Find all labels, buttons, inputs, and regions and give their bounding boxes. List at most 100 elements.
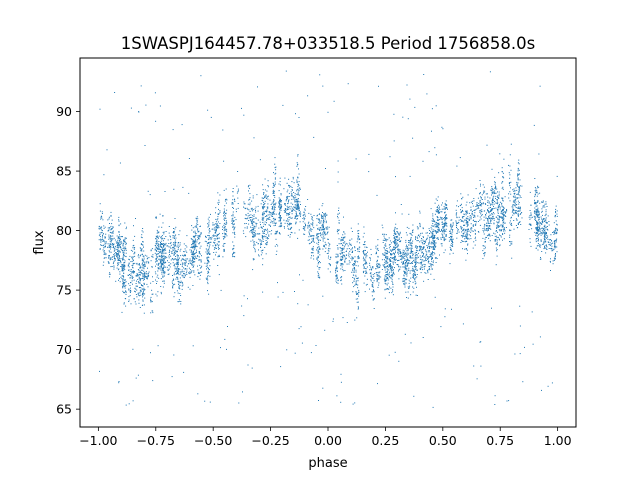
data-point	[385, 263, 387, 265]
data-point	[517, 177, 519, 179]
data-point	[446, 225, 448, 227]
data-point	[134, 251, 136, 253]
data-point	[372, 298, 374, 300]
data-point	[117, 239, 119, 241]
data-point	[336, 265, 337, 267]
data-point	[292, 178, 294, 180]
data-point	[223, 208, 225, 210]
data-point	[279, 184, 281, 186]
data-point	[223, 215, 224, 217]
data-point	[186, 265, 188, 267]
data-point	[160, 244, 162, 246]
data-point	[273, 184, 275, 186]
data-point	[125, 298, 127, 300]
data-point	[119, 244, 121, 246]
data-point	[389, 246, 391, 248]
data-point	[177, 277, 179, 279]
data-point	[303, 228, 305, 230]
data-point	[554, 254, 556, 256]
data-point	[480, 198, 482, 200]
data-point	[130, 249, 132, 251]
data-point	[123, 292, 125, 294]
data-point	[554, 216, 556, 218]
data-point	[542, 205, 544, 207]
data-point	[225, 221, 227, 223]
data-point	[111, 239, 113, 241]
data-point	[335, 253, 337, 255]
data-point	[170, 242, 172, 244]
data-point	[176, 266, 178, 268]
data-point	[164, 271, 166, 273]
data-point	[105, 233, 107, 235]
data-point	[213, 224, 215, 226]
data-point	[439, 212, 440, 213]
data-point	[423, 253, 425, 254]
data-point	[249, 197, 251, 199]
data-point	[155, 258, 157, 260]
data-point	[186, 268, 188, 270]
data-point	[480, 196, 482, 198]
data-point	[410, 244, 412, 246]
data-point	[363, 243, 365, 245]
data-point	[444, 222, 446, 224]
data-point	[209, 235, 210, 237]
data-point	[484, 245, 486, 247]
data-point	[142, 267, 144, 269]
data-point	[514, 195, 516, 197]
data-point	[386, 271, 388, 272]
data-point	[252, 235, 254, 237]
data-point	[109, 244, 111, 245]
data-point	[168, 269, 169, 271]
data-point	[261, 236, 263, 238]
data-point	[262, 204, 264, 206]
data-point	[262, 198, 264, 199]
data-point	[444, 219, 446, 221]
data-point	[116, 256, 118, 258]
data-point	[261, 235, 263, 237]
data-point	[504, 196, 506, 198]
data-point	[128, 301, 130, 302]
data-point	[99, 248, 101, 250]
data-point	[311, 241, 313, 243]
data-point	[254, 208, 256, 210]
data-point	[402, 266, 404, 268]
data-point	[141, 234, 143, 236]
data-point	[173, 274, 175, 276]
data-point	[340, 265, 342, 267]
data-point	[128, 263, 130, 265]
data-point	[541, 251, 543, 252]
data-point	[354, 284, 356, 286]
data-point	[125, 252, 127, 254]
data-point	[400, 266, 402, 268]
data-point	[362, 250, 364, 252]
data-point	[185, 264, 187, 266]
data-point	[357, 280, 359, 282]
data-point	[436, 216, 438, 218]
data-point	[260, 250, 262, 252]
data-point	[365, 253, 367, 255]
data-point	[99, 203, 101, 205]
data-point	[349, 261, 351, 263]
data-point	[275, 232, 277, 234]
data-point	[354, 271, 355, 273]
data-point	[237, 188, 239, 190]
data-point	[443, 224, 445, 226]
data-point	[412, 286, 414, 288]
data-point	[535, 227, 537, 229]
data-point	[437, 231, 439, 233]
data-point	[486, 222, 488, 224]
data-point	[141, 249, 142, 251]
data-point	[109, 273, 111, 275]
data-point	[294, 193, 296, 195]
data-point	[343, 231, 345, 233]
data-point	[265, 196, 267, 198]
data-point	[392, 283, 394, 285]
data-point	[530, 224, 532, 226]
data-point	[184, 263, 186, 265]
data-point	[425, 240, 427, 242]
data-point	[501, 167, 503, 169]
data-point	[513, 193, 515, 195]
data-point	[370, 279, 372, 281]
data-point	[237, 207, 239, 209]
data-point	[443, 230, 445, 232]
